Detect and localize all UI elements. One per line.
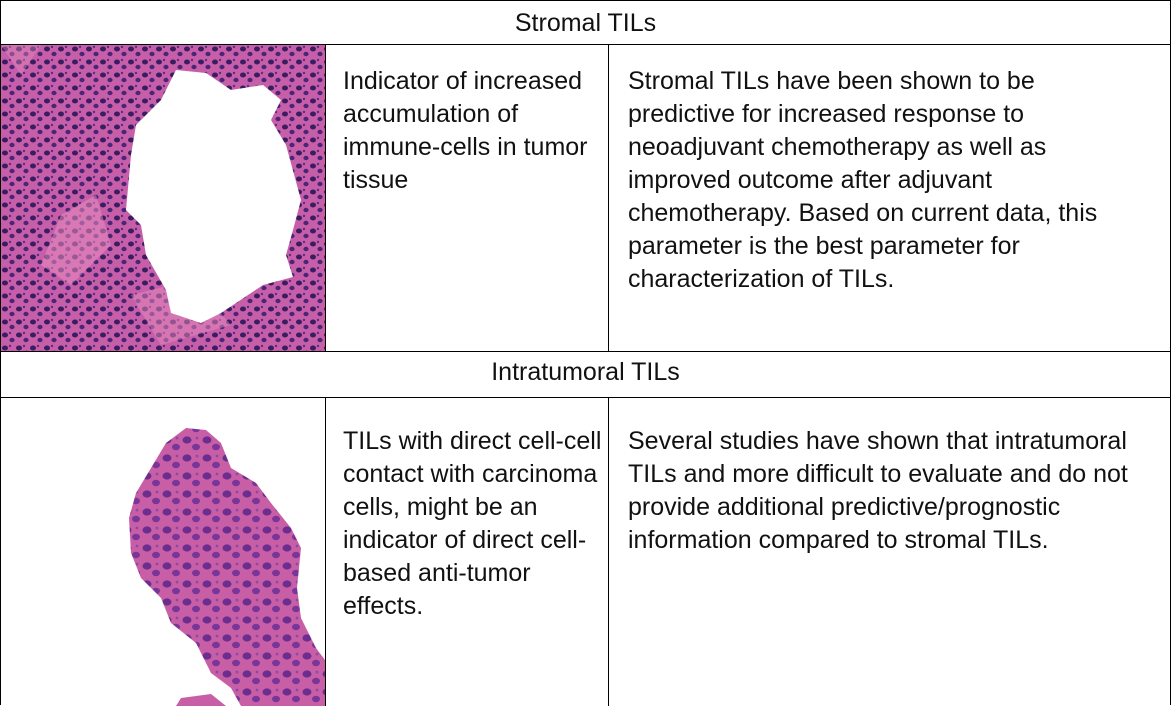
stromal-indicator-text: Indicator of increased accumulation of i… <box>343 67 588 194</box>
stromal-tils-image <box>1 45 325 351</box>
intratumoral-evidence-text: Several studies have shown that intratum… <box>628 427 1128 554</box>
intratumoral-tils-histology-icon <box>1 398 325 706</box>
divider <box>608 398 609 706</box>
stromal-evidence-text: Stromal TILs have been shown to be predi… <box>628 67 1098 293</box>
divider <box>325 45 326 351</box>
section-header-stromal: Stromal TILs <box>514 9 657 37</box>
divider <box>1 397 1170 398</box>
divider <box>1 351 1170 352</box>
section-header-intratumoral: Intratumoral TILs <box>491 358 680 386</box>
intratumoral-tils-image <box>1 398 325 706</box>
divider <box>325 398 326 706</box>
stromal-tils-histology-icon <box>1 45 325 351</box>
divider <box>1 44 1170 45</box>
divider <box>608 45 609 351</box>
intratumoral-indicator-text: TILs with direct cell-cell contact with … <box>343 427 602 620</box>
